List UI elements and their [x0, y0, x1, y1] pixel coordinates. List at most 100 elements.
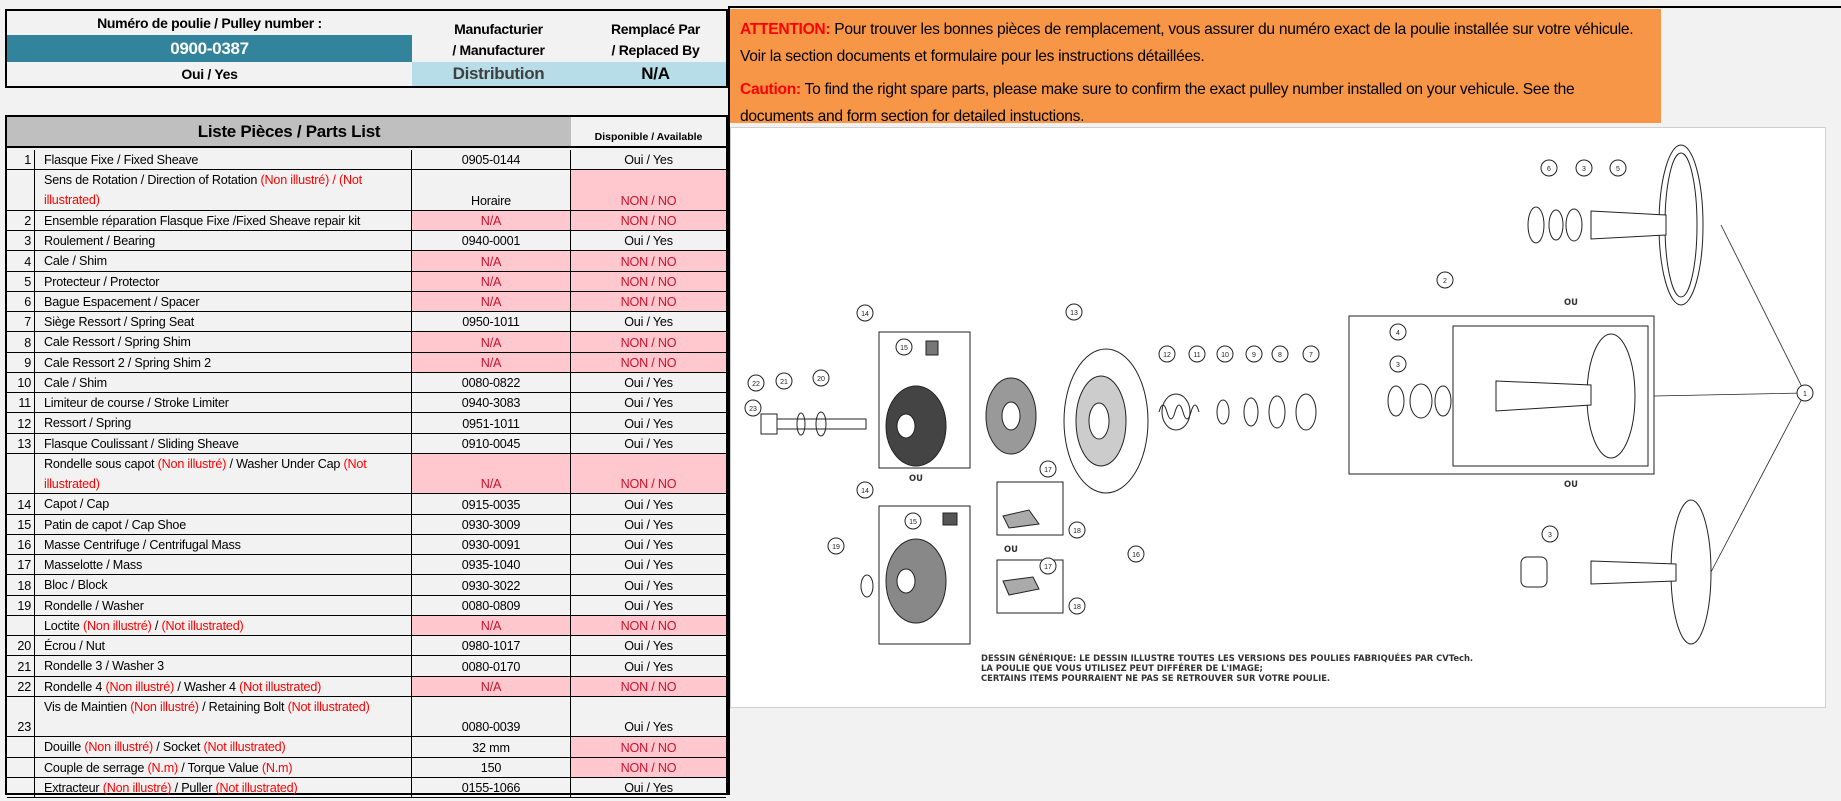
- availability-status: Oui / Yes: [624, 497, 673, 512]
- callout-number: 10: [1221, 352, 1229, 359]
- not-illustrated-note: (Non illustré): [105, 679, 175, 694]
- part-number: N/A: [412, 453, 571, 494]
- notice-fr-prefix: ATTENTION:: [740, 21, 831, 38]
- item-description: Sens de Rotation / Direction of Rotation…: [35, 170, 412, 210]
- item-description: Ressort / Spring: [35, 413, 412, 433]
- table-row: 4 Cale / Shim N/A NON / NO: [7, 251, 726, 272]
- description-text: Flasque Coulissant / Sliding Sheave: [44, 436, 239, 451]
- callout-number: 13: [1070, 310, 1078, 317]
- callout-number: 7: [1309, 352, 1313, 359]
- callout-circle: [812, 369, 830, 387]
- pulley-number-value[interactable]: 0900-0387: [7, 35, 412, 62]
- item-description: Bague Espacement / Spacer: [35, 291, 412, 311]
- part-number: 0930-3009: [412, 514, 571, 534]
- callout-number: 3: [1582, 166, 1586, 173]
- availability-status: NON / NO: [571, 271, 726, 291]
- item-number: 14: [7, 494, 35, 514]
- description-text: Ensemble réparation Flasque Fixe /Fixed …: [44, 213, 361, 228]
- callout-number: 20: [817, 376, 825, 383]
- replaced-by-label-en: / Replaced By: [611, 41, 700, 58]
- description-text: Roulement / Bearing: [44, 234, 156, 248]
- notice-en-text: To find the right spare parts, please ma…: [740, 81, 1575, 125]
- callout-circle: [1188, 345, 1206, 363]
- callout-number: 2: [1443, 278, 1447, 285]
- item-number: 21: [7, 656, 35, 676]
- not-illustrated-note: (Not illustrated): [287, 699, 370, 714]
- part-number: 0940-3083: [412, 393, 571, 413]
- description-text: Capot / Cap: [44, 497, 110, 512]
- table-row: Extracteur (Non illustré) / Puller (Not …: [7, 777, 726, 798]
- callout-circle: [1436, 271, 1454, 289]
- item-description: Extracteur (Non illustré) / Puller (Not …: [35, 777, 412, 797]
- description-text: Patin de capot / Cap Shoe: [44, 517, 187, 532]
- item-description: Cale / Shim: [35, 251, 412, 271]
- item-description: Loctite (Non illustré) / (Not illustrate…: [35, 615, 412, 635]
- part-number: 0980-1017: [412, 636, 571, 656]
- callout-number: 14: [861, 311, 869, 318]
- table-row: 22 Rondelle 4 (Non illustré) / Washer 4 (…: [7, 676, 726, 697]
- part-number: 0080-0822: [412, 372, 571, 392]
- availability-status: NON / NO: [571, 453, 726, 494]
- callout-circle: [827, 537, 845, 555]
- spider: [985, 377, 1037, 455]
- part-number: 0940-0001: [412, 231, 571, 251]
- item-description: Écrou / Nut: [35, 636, 412, 656]
- item-description: Flasque Fixe / Fixed Sheave: [35, 150, 412, 170]
- item-number: 7: [7, 312, 35, 332]
- item-description: Douille (Non illustré) / Socket (Not ill…: [35, 737, 412, 757]
- item-description: Roulement / Bearing: [35, 231, 412, 251]
- callout-circle: [1245, 345, 1263, 363]
- item-number: 16: [7, 534, 35, 554]
- table-row: 7 Siège Ressort / Spring Seat 0950-1011 Oui…: [7, 312, 726, 333]
- item-number: 3: [7, 231, 35, 251]
- fixed-sheave-main: [1387, 333, 1636, 459]
- item-number: 5: [7, 271, 35, 291]
- description-text: Masse Centrifuge / Centrifugal Mass: [44, 537, 241, 552]
- item-number: 11: [7, 393, 35, 413]
- table-row: 20 Écrou / Nut 0980-1017 Oui / Yes: [7, 636, 726, 657]
- callout-circle: [1609, 159, 1627, 177]
- table-row: 18 Bloc / Block 0930-3022 Oui / Yes: [7, 575, 726, 596]
- item-number: 23: [7, 696, 35, 737]
- availability-status: NON / NO: [571, 757, 726, 777]
- callout-circle: [1796, 384, 1814, 402]
- availability-status: Oui / Yes: [624, 517, 673, 532]
- table-row: Douille (Non illustré) / Socket (Not ill…: [7, 737, 726, 758]
- availability-status: Oui / Yes: [624, 234, 673, 249]
- item-description: Cale Ressort 2 / Spring Shim 2: [35, 352, 412, 372]
- description-text: Extracteur: [44, 780, 103, 795]
- part-number: N/A: [412, 291, 571, 311]
- callout-circle: [1540, 159, 1558, 177]
- table-row: Couple de serrage (N.m) / Torque Value (…: [7, 757, 726, 778]
- part-number: N/A: [412, 332, 571, 352]
- callout-number: 21: [780, 379, 788, 386]
- cap-bottom: [885, 512, 958, 624]
- caption-line-2: LA POULIE QUE VOUS UTILISEZ PEUT DIFFÉRE…: [981, 662, 1263, 673]
- part-number: N/A: [412, 251, 571, 271]
- parts-list-table: Liste Pièces / Parts List Disponible / A…: [5, 115, 728, 798]
- item-number: [7, 615, 35, 635]
- callout-circle: [856, 481, 874, 499]
- replaced-by-value: N/A: [585, 62, 726, 86]
- pulley-number-label: Numéro de poulie / Pulley number :: [97, 15, 322, 31]
- callout-number: 15: [900, 345, 908, 352]
- not-illustrated-note: (N.m): [261, 760, 293, 775]
- callout-number: 23: [749, 406, 757, 413]
- parts-list-title: Liste Pièces / Parts List: [7, 117, 571, 148]
- item-description: Cale Ressort / Spring Shim: [35, 332, 412, 352]
- notice-en: Caution: To find the right spare parts, …: [740, 76, 1651, 130]
- item-description: Vis de Maintien (Non illustré) / Retaini…: [35, 696, 412, 737]
- part-number: N/A: [412, 210, 571, 230]
- table-row: 3 Roulement / Bearing 0940-0001 Oui / Yes: [7, 231, 726, 252]
- table-row: 9 Cale Ressort 2 / Spring Shim 2 N/A NON / …: [7, 352, 726, 373]
- table-row: 13 Flasque Coulissant / Sliding Sheave 091…: [7, 433, 726, 454]
- description-text: / Washer 4: [174, 679, 240, 694]
- item-number: [7, 777, 35, 797]
- table-row: 8 Cale Ressort / Spring Shim N/A NON / NO: [7, 332, 726, 353]
- description-text: Couple de serrage: [44, 760, 148, 775]
- part-number: 0930-3022: [412, 575, 571, 595]
- item-number: 18: [7, 575, 35, 595]
- callout-circle: [1065, 303, 1083, 321]
- mass-box-top: [996, 481, 1064, 536]
- manufacturer-value: Distribution: [412, 62, 585, 86]
